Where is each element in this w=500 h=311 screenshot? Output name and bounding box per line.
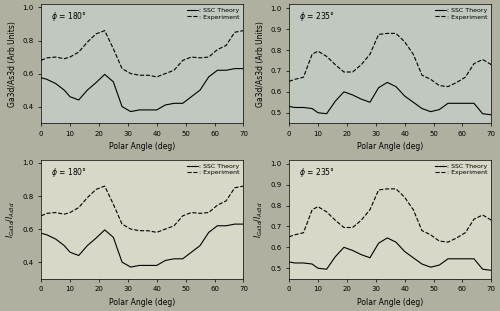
- X-axis label: Polar Angle (deg): Polar Angle (deg): [357, 142, 424, 151]
- Text: $\phi$ = 235$\degree$: $\phi$ = 235$\degree$: [299, 166, 335, 179]
- Text: $\phi$ = 235$\degree$: $\phi$ = 235$\degree$: [299, 10, 335, 23]
- Y-axis label: $I_{Ga3d}/I_{As3d}$: $I_{Ga3d}/I_{As3d}$: [252, 201, 264, 238]
- X-axis label: Polar Angle (deg): Polar Angle (deg): [109, 298, 176, 307]
- Legend: : SSC Theory, : Experiment: : SSC Theory, : Experiment: [186, 163, 240, 176]
- Legend: : SSC Theory, : Experiment: : SSC Theory, : Experiment: [434, 7, 488, 20]
- Text: $\phi$ = 180$\degree$: $\phi$ = 180$\degree$: [51, 10, 87, 23]
- Y-axis label: $I_{Ga3d}/I_{As3d}$: $I_{Ga3d}/I_{As3d}$: [4, 201, 16, 238]
- X-axis label: Polar Angle (deg): Polar Angle (deg): [357, 298, 424, 307]
- Y-axis label: Ga3d/As3d (Arb.Units): Ga3d/As3d (Arb.Units): [256, 21, 264, 107]
- Legend: : SSC Theory, : Experiment: : SSC Theory, : Experiment: [186, 7, 240, 20]
- Legend: : SSC Theory, : Experiment: : SSC Theory, : Experiment: [434, 163, 488, 176]
- Y-axis label: Ga3d/As3d (Arb.Units): Ga3d/As3d (Arb.Units): [8, 21, 16, 107]
- Text: $\phi$ = 180$\degree$: $\phi$ = 180$\degree$: [51, 166, 87, 179]
- X-axis label: Polar Angle (deg): Polar Angle (deg): [109, 142, 176, 151]
